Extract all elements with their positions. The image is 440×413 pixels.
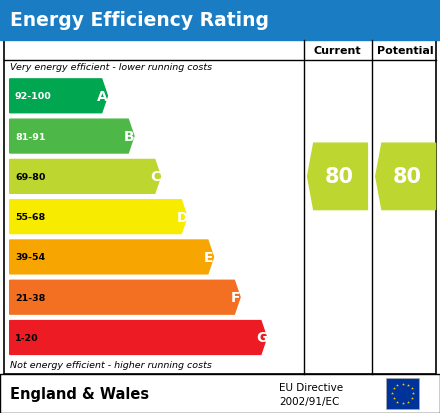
Text: 80: 80	[393, 167, 422, 187]
Text: 55-68: 55-68	[15, 213, 45, 222]
Text: G: G	[256, 331, 268, 345]
Text: 2002/91/EC: 2002/91/EC	[279, 396, 340, 406]
Text: 21-38: 21-38	[15, 293, 45, 302]
Polygon shape	[308, 144, 367, 210]
Bar	[0, 374, 440, 413]
Text: D: D	[176, 210, 188, 224]
Text: F: F	[231, 290, 240, 304]
Bar	[4, 40, 436, 374]
Text: Not energy efficient - higher running costs: Not energy efficient - higher running co…	[10, 361, 212, 370]
Text: 69-80: 69-80	[15, 173, 45, 181]
Polygon shape	[10, 321, 267, 354]
Polygon shape	[10, 280, 240, 314]
Text: Very energy efficient - lower running costs: Very energy efficient - lower running co…	[10, 63, 212, 72]
Polygon shape	[10, 160, 161, 194]
Polygon shape	[10, 200, 187, 234]
Text: C: C	[150, 170, 161, 184]
Text: England & Wales: England & Wales	[10, 386, 149, 401]
Polygon shape	[10, 80, 107, 114]
Text: B: B	[124, 130, 135, 144]
Text: 80: 80	[325, 167, 354, 187]
Text: EU Directive: EU Directive	[279, 382, 344, 392]
Polygon shape	[376, 144, 436, 210]
Polygon shape	[10, 240, 213, 274]
Text: E: E	[204, 250, 213, 264]
Text: Potential: Potential	[378, 45, 434, 55]
Text: A: A	[97, 90, 108, 104]
Text: Current: Current	[314, 45, 361, 55]
Bar	[386, 377, 419, 409]
Polygon shape	[10, 120, 134, 154]
Text: 39-54: 39-54	[15, 253, 45, 262]
Text: Energy Efficiency Rating: Energy Efficiency Rating	[10, 11, 269, 30]
Text: 81-91: 81-91	[15, 132, 45, 141]
Text: 92-100: 92-100	[15, 92, 52, 101]
Text: 1-20: 1-20	[15, 333, 39, 342]
Bar	[0, 0, 440, 40]
